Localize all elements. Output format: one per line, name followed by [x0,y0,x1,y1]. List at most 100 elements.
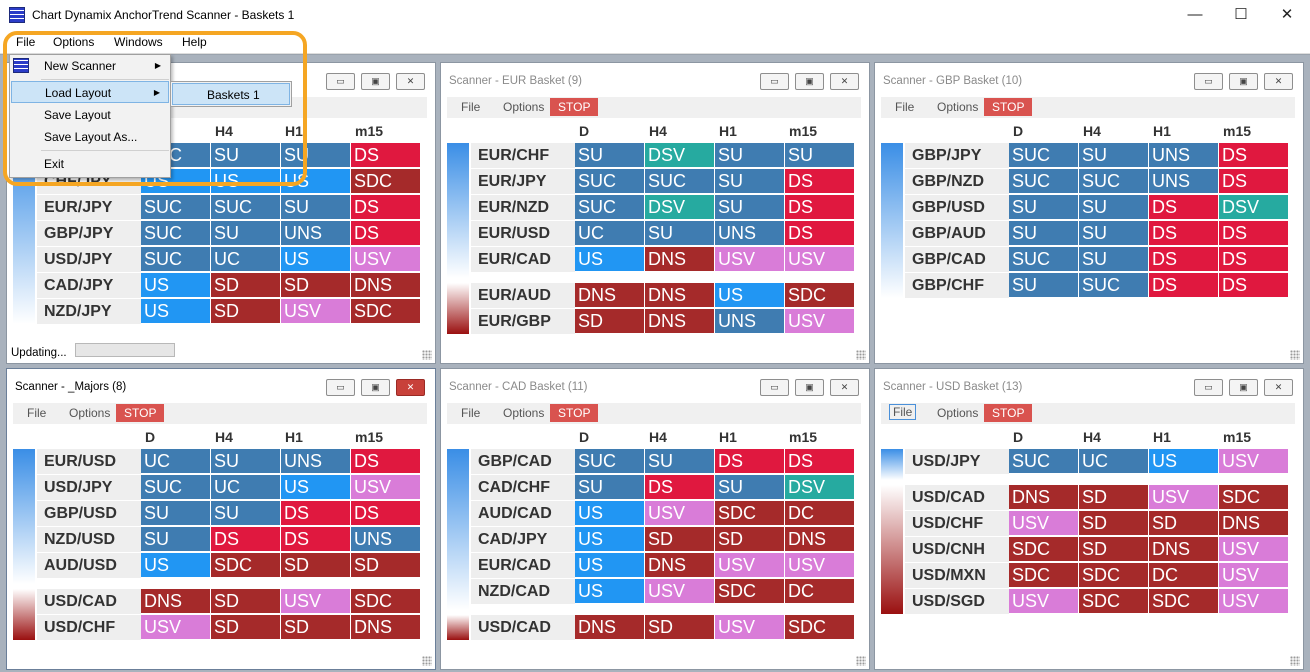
panel-maximize-button[interactable]: ▣ [1229,73,1258,90]
signal-cell[interactable]: US [281,475,351,500]
signal-cell[interactable]: US [141,273,211,298]
panel-minimize-button[interactable]: ▭ [1194,73,1223,90]
signal-cell[interactable]: SUC [141,475,211,500]
signal-cell[interactable]: DS [351,221,421,246]
signal-cell[interactable]: SD [1079,485,1149,510]
signal-cell[interactable]: DNS [575,615,645,640]
signal-cell[interactable]: SU [141,527,211,552]
signal-cell[interactable]: SU [645,449,715,474]
signal-cell[interactable]: USV [645,501,715,526]
signal-cell[interactable]: SU [281,195,351,220]
resize-grip-icon[interactable] [856,350,866,360]
resize-grip-icon[interactable] [1290,656,1300,666]
signal-cell[interactable]: DS [351,501,421,526]
signal-cell[interactable]: SU [1079,143,1149,168]
signal-cell[interactable]: USV [141,615,211,640]
signal-cell[interactable]: DS [281,527,351,552]
signal-cell[interactable]: UNS [281,449,351,474]
signal-cell[interactable]: USV [785,553,855,578]
signal-cell[interactable]: SDC [785,615,855,640]
menu-help[interactable]: Help [182,35,207,49]
signal-cell[interactable]: DS [281,501,351,526]
signal-cell[interactable]: DS [211,527,281,552]
signal-cell[interactable]: SUC [1009,169,1079,194]
signal-cell[interactable]: SD [351,553,421,578]
panel-close-button[interactable]: ✕ [1264,73,1293,90]
signal-cell[interactable]: DNS [1219,511,1289,536]
signal-cell[interactable]: SDC [1009,537,1079,562]
signal-cell[interactable]: SUC [1009,449,1079,474]
signal-cell[interactable]: DNS [785,527,855,552]
signal-cell[interactable]: SDC [211,553,281,578]
signal-cell[interactable]: UNS [1149,169,1219,194]
stop-button[interactable]: STOP [550,98,599,116]
panel-maximize-button[interactable]: ▣ [795,379,824,396]
signal-cell[interactable]: US [575,501,645,526]
panel-close-button[interactable]: ✕ [1264,379,1293,396]
signal-cell[interactable]: SU [1009,273,1079,298]
signal-cell[interactable]: US [575,579,645,604]
signal-cell[interactable]: USV [715,247,785,272]
signal-cell[interactable]: SD [211,589,281,614]
panel-options-menu[interactable]: Options [937,100,979,114]
signal-cell[interactable]: US [575,553,645,578]
signal-cell[interactable]: DS [1219,169,1289,194]
signal-cell[interactable]: SU [281,143,351,168]
signal-cell[interactable]: SUC [211,195,281,220]
signal-cell[interactable]: UC [211,247,281,272]
signal-cell[interactable]: SUC [575,169,645,194]
panel-maximize-button[interactable]: ▣ [1229,379,1258,396]
signal-cell[interactable]: SDC [1079,563,1149,588]
signal-cell[interactable]: US [575,527,645,552]
menu-baskets-1[interactable]: Baskets 1 [172,83,290,105]
signal-cell[interactable]: US [141,553,211,578]
resize-grip-icon[interactable] [422,350,432,360]
signal-cell[interactable]: DNS [1149,537,1219,562]
panel-options-menu[interactable]: Options [937,406,979,420]
signal-cell[interactable]: SDC [1009,563,1079,588]
signal-cell[interactable]: SDC [351,589,421,614]
signal-cell[interactable]: SUC [1009,143,1079,168]
signal-cell[interactable]: DS [785,195,855,220]
signal-cell[interactable]: SD [281,273,351,298]
signal-cell[interactable]: USV [351,475,421,500]
menu-windows[interactable]: Windows [114,35,163,49]
signal-cell[interactable]: SUC [141,247,211,272]
signal-cell[interactable]: US [575,247,645,272]
signal-cell[interactable]: SD [211,273,281,298]
signal-cell[interactable]: USV [715,553,785,578]
menu-save-layout[interactable]: Save Layout [44,108,111,122]
signal-cell[interactable]: SU [1009,195,1079,220]
panel-close-button[interactable]: ✕ [830,73,859,90]
signal-cell[interactable]: DS [1219,221,1289,246]
signal-cell[interactable]: DNS [575,283,645,308]
panel-file-menu[interactable]: File [895,100,915,114]
signal-cell[interactable]: SDC [715,579,785,604]
signal-cell[interactable]: DS [645,475,715,500]
signal-cell[interactable]: UC [141,449,211,474]
menu-new-scanner[interactable]: New Scanner ▶ [11,55,169,77]
panel-file-menu[interactable]: File [461,406,481,420]
stop-button[interactable]: STOP [550,404,599,422]
resize-grip-icon[interactable] [856,656,866,666]
signal-cell[interactable]: SD [575,309,645,334]
signal-cell[interactable]: USV [351,247,421,272]
signal-cell[interactable]: USV [1009,511,1079,536]
resize-grip-icon[interactable] [1290,350,1300,360]
signal-cell[interactable]: DC [785,501,855,526]
panel-options-menu[interactable]: Options [69,406,111,420]
panel-minimize-button[interactable]: ▭ [760,379,789,396]
signal-cell[interactable]: US [211,169,281,194]
signal-cell[interactable]: DSV [1219,195,1289,220]
signal-cell[interactable]: USV [1219,537,1289,562]
panel-minimize-button[interactable]: ▭ [1194,379,1223,396]
panel-maximize-button[interactable]: ▣ [361,379,390,396]
signal-cell[interactable]: USV [645,579,715,604]
resize-grip-icon[interactable] [422,656,432,666]
signal-cell[interactable]: SUC [141,221,211,246]
signal-cell[interactable]: DS [785,449,855,474]
signal-cell[interactable]: DS [785,221,855,246]
signal-cell[interactable]: DNS [351,273,421,298]
signal-cell[interactable]: SU [715,169,785,194]
signal-cell[interactable]: SD [1079,537,1149,562]
